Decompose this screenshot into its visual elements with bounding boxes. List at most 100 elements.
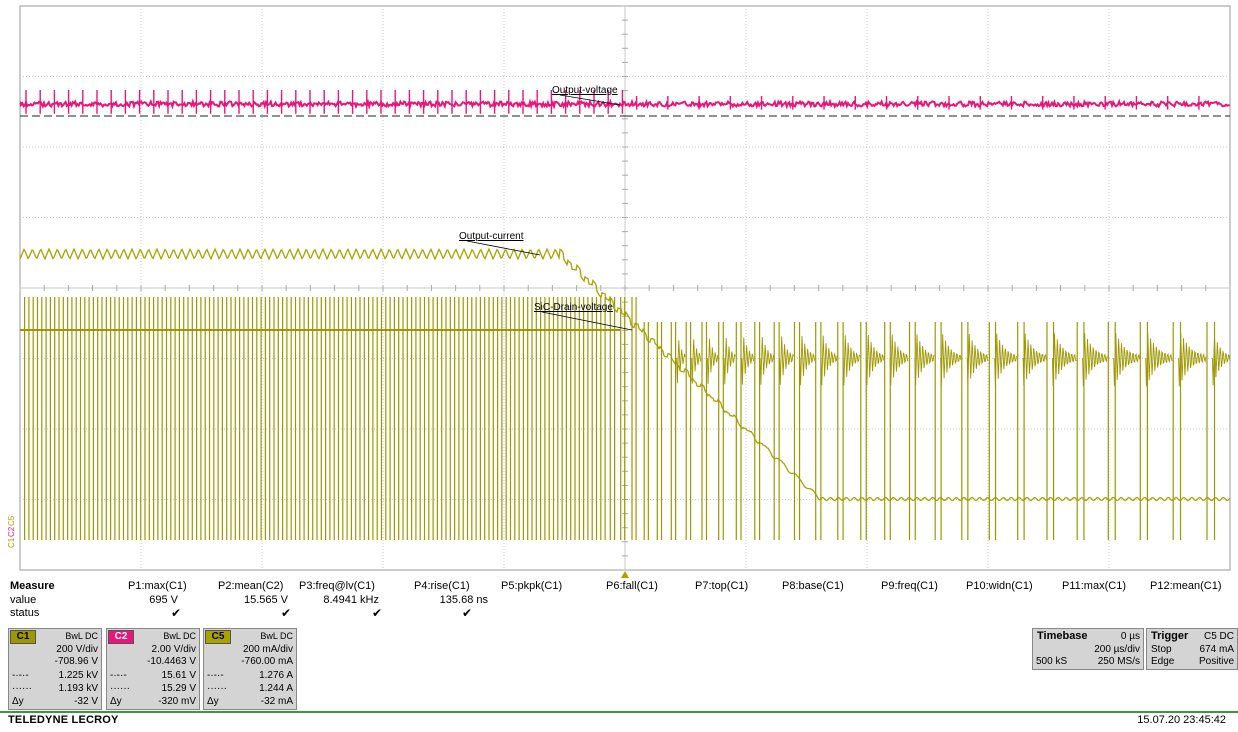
measure-col-8-label[interactable]: P8:base(C1) (782, 580, 844, 592)
drain-voltage-pulse (376, 297, 378, 540)
drain-voltage-pulse (670, 322, 672, 540)
drain-voltage-pulse (570, 297, 572, 540)
measure-col-6-label[interactable]: P6:fall(C1) (606, 580, 658, 592)
drain-voltage-pulse (492, 297, 494, 540)
drain-voltage-pulse (105, 297, 107, 540)
measure-col-2-label[interactable]: P2:mean(C2) (218, 580, 284, 592)
scope-display[interactable]: Output-voltage Output-current SiC-Drain-vo… (0, 0, 1238, 578)
drain-voltage-pulse (36, 297, 39, 540)
drain-voltage-pulse (509, 297, 512, 540)
measure-col-3-label[interactable]: P3:freq@lv(C1) (299, 580, 375, 592)
annotation-leader (559, 94, 621, 106)
drain-voltage-ringing (1178, 332, 1207, 387)
channel-box-c1[interactable]: C1 BwL DC 200 V/div -708.96 V 1.225 kV 1.193 … (8, 628, 102, 710)
drain-voltage-pulse (1172, 322, 1174, 540)
drain-voltage-pulse (161, 297, 163, 540)
channel-field: BwL DC (260, 631, 293, 641)
drain-voltage-pulse (385, 297, 387, 540)
timebase-label: Timebase (1037, 630, 1088, 642)
drain-voltage-pulse (122, 297, 125, 540)
drain-voltage-pulse (191, 297, 193, 540)
drain-voltage-pulse (544, 297, 546, 540)
drain-voltage-pulse (423, 297, 426, 540)
channel-field: -320 mV (158, 696, 196, 707)
drain-voltage-pulse (842, 322, 844, 540)
measure-col-1-status: ✔ (171, 606, 182, 620)
drain-voltage-pulse (213, 297, 215, 540)
cursor2-marker: ······ (12, 683, 32, 694)
channel-field: 200 mA/div (242, 644, 293, 655)
drain-voltage-pulse (101, 297, 103, 540)
drain-voltage-pulse (578, 297, 580, 540)
drain-voltage-pulse (609, 297, 611, 540)
drain-voltage-pulse (740, 322, 742, 540)
cursor1-marker: -·-·- (110, 670, 127, 681)
drain-voltage-pulse (1179, 322, 1182, 540)
drain-voltage-pulse (961, 322, 963, 540)
drain-voltage-pulse (1213, 322, 1216, 540)
drain-voltage-ringing (842, 335, 861, 386)
drain-voltage-pulse (574, 297, 576, 540)
drain-voltage-pulse (307, 297, 309, 540)
drain-voltage-pulse (67, 297, 69, 540)
drain-voltage-pulse (522, 297, 524, 540)
drain-voltage-pulse (71, 297, 73, 540)
timebase-tdiv: 200 µs/div (1094, 644, 1140, 655)
timebase-box[interactable]: Timebase 0 µs 200 µs/div 500 kS 250 MS/s (1032, 628, 1144, 670)
channel-field: 2.00 V/div (151, 644, 196, 655)
drain-voltage-pulse (84, 297, 86, 540)
drain-voltage-pulse (837, 322, 839, 540)
drain-voltage-pulse (1083, 322, 1085, 540)
drain-voltage-pulse (234, 297, 236, 540)
drain-voltage-pulse (701, 322, 703, 540)
drain-voltage-pulse (32, 297, 34, 540)
channel-box-c5[interactable]: C5 BwL DC 200 mA/div -760.00 mA 1.276 A 1.244… (203, 628, 297, 710)
drain-voltage-pulse (798, 322, 801, 540)
drain-voltage-ringing (994, 333, 1017, 387)
drain-voltage-pulse (914, 322, 916, 540)
measure-col-12-label[interactable]: P12:mean(C1) (1150, 580, 1222, 592)
measure-col-7-label[interactable]: P7:top(C1) (695, 580, 749, 592)
channel-tag: C1 (10, 630, 36, 644)
drain-voltage-pulse (454, 297, 456, 540)
drain-voltage-ringing (1211, 335, 1231, 386)
drain-voltage-pulse (131, 297, 133, 540)
measure-header: Measure (10, 580, 55, 592)
drain-voltage-pulse (660, 322, 663, 540)
drain-voltage-ringing (723, 337, 736, 385)
drain-voltage-ringing (676, 340, 686, 384)
measure-col-9-label[interactable]: P9:freq(C1) (881, 580, 938, 592)
drain-voltage-pulse (1052, 322, 1055, 540)
delta-y-label: Δy (12, 696, 24, 707)
drain-voltage-pulse (380, 297, 383, 540)
channel-field: 1.225 kV (58, 670, 98, 681)
drain-voltage-pulse (505, 297, 507, 540)
drain-voltage-ringing (1022, 333, 1047, 387)
measure-col-5-label[interactable]: P5:pkpk(C1) (501, 580, 563, 592)
trigger-slope: Positive (1198, 656, 1234, 667)
channel-box-c2[interactable]: C2 BwL DC 2.00 V/div -10.4463 V 15.61 V 15.29… (106, 628, 200, 710)
measure-col-11-label[interactable]: P11:max(C1) (1062, 580, 1126, 592)
measure-col-10-label[interactable]: P10:widn(C1) (966, 580, 1033, 592)
drain-voltage-pulse (565, 297, 567, 540)
trigger-box[interactable]: Trigger C5 DC Stop 674 mA Edge Positive (1146, 628, 1238, 670)
cursor2-marker: ······ (207, 683, 227, 694)
trigger-type: Edge (1151, 656, 1175, 667)
channel-field: -32 mA (260, 696, 293, 707)
measure-col-1-label[interactable]: P1:max(C1) (128, 580, 187, 592)
drain-voltage-pulse (221, 297, 223, 540)
drain-voltage-pulse (604, 297, 606, 540)
drain-voltage-pulse (518, 297, 520, 540)
drain-voltage-ringing (759, 336, 774, 385)
drain-voltage-pulse (656, 322, 658, 540)
drain-voltage-pulse (54, 297, 56, 540)
trace-annotation: Output-voltage (552, 85, 618, 96)
drain-voltage-pulse (346, 297, 348, 540)
measure-col-4-label[interactable]: P4:rise(C1) (414, 580, 470, 592)
drain-voltage-pulse (411, 297, 413, 540)
drain-voltage-pulse (337, 297, 340, 540)
drain-voltage-pulse (587, 297, 589, 540)
drain-voltage-pulse (402, 297, 404, 540)
drain-voltage-pulse (363, 297, 365, 540)
